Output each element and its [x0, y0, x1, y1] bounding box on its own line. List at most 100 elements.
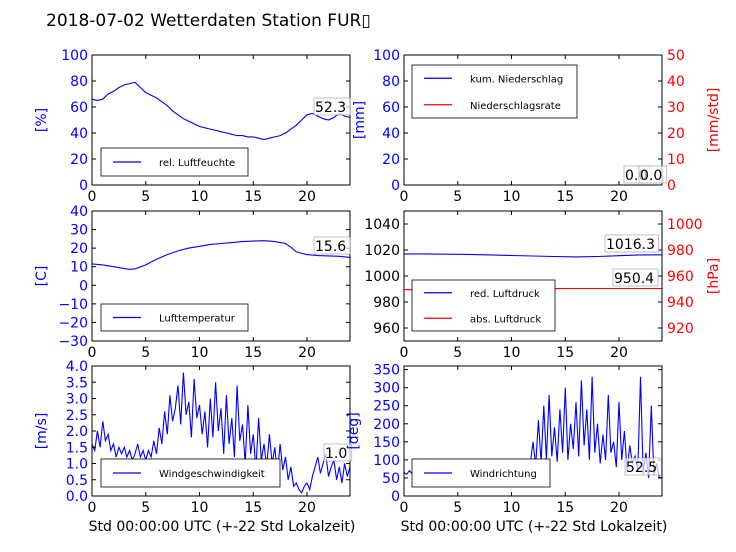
y-tick-label: 80 — [70, 74, 88, 90]
y-tick-label: 0 — [79, 278, 88, 294]
chart-panel-humidity: 0 5 10 15 20 0 20 40 60 80 100 [%] rel. Luftfeuchte 5… — [34, 48, 351, 205]
value-annotation-box — [313, 97, 351, 116]
y-right-tick-label: 920 — [667, 321, 694, 337]
x-axis-label-right: Std 00:00:00 UTC (+-22 Std Lokalzeit) — [401, 519, 668, 535]
x-tick-label: 20 — [298, 189, 316, 205]
y-tick-label: 20 — [70, 241, 88, 257]
y-tick-label: 60 — [70, 100, 88, 116]
plot-frame-precip — [403, 54, 663, 186]
x-tick-label: 20 — [298, 345, 316, 361]
y-axis-label-humidity: [%] — [34, 108, 50, 132]
x-tick-label: 0 — [400, 500, 409, 516]
y-tick-label: 2.5 — [66, 408, 88, 424]
x-tick-label: 5 — [453, 500, 462, 516]
series-line-windspeed-0 — [91, 372, 351, 494]
x-tick-label: 5 — [141, 345, 150, 361]
y-right-tick-label: 40 — [667, 74, 685, 90]
x-tick-label: 15 — [244, 189, 262, 205]
y-tick-label: −20 — [58, 315, 88, 331]
y-tick-label: 350 — [373, 363, 400, 379]
y-right-tick-label: 940 — [667, 295, 694, 311]
y-tick-label: 300 — [373, 381, 400, 397]
x-axis-label-left: Std 00:00:00 UTC (+-22 Std Lokalzeit) — [89, 519, 356, 535]
y-tick-label: 0 — [391, 178, 400, 194]
y-tick-label: 200 — [373, 417, 400, 433]
chart-panel-windspeed: 0 5 10 15 200.00.51.01.52.02.53.03.54.0[m/s]… — [34, 359, 353, 516]
value-annotation: 52.5 — [626, 460, 657, 476]
y-tick-label: 150 — [373, 435, 400, 451]
x-tick-label: 10 — [503, 500, 521, 516]
value-annotation: 1016.3 — [606, 237, 655, 253]
y-tick-label: 960 — [373, 321, 400, 337]
y-tick-label: −30 — [58, 334, 88, 350]
y-tick-label: 100 — [61, 48, 88, 64]
value-annotation: 52.3 — [315, 100, 346, 116]
chart-panel-temperature: 0 5 10 15 20 −30 −20 −10 0 10 20 30 40 [C] Lufttempera… — [34, 204, 351, 361]
y-tick-label: 60 — [382, 100, 400, 116]
y-tick-label: 50 — [382, 471, 400, 487]
y-tick-label: 0 — [391, 489, 400, 505]
y-right-axis-label-precip: [mm/std] — [706, 88, 722, 153]
y-tick-label: 1000 — [364, 269, 400, 285]
legend-label: Windgeschwindigkeit — [159, 469, 265, 480]
y-right-tick-label: 30 — [667, 100, 685, 116]
y-tick-label: 1.0 — [66, 457, 88, 473]
value-annotation: 1.0 — [325, 446, 347, 462]
chart-panel-pressure: 0 5 10 15 20 960 980 1000 1020 1040 920 940 960 980 10… — [364, 210, 722, 361]
y-tick-label: 40 — [70, 204, 88, 220]
legend-label: Lufttemperatur — [159, 314, 236, 325]
plot-frame-winddir — [403, 365, 663, 497]
x-tick-label: 20 — [610, 189, 628, 205]
y-tick-label: 30 — [70, 223, 88, 239]
y-right-tick-label: 960 — [667, 269, 694, 285]
y-axis-label-temperature: [C] — [34, 266, 50, 287]
y-tick-label: 20 — [70, 152, 88, 168]
y-tick-label: 4.0 — [66, 359, 88, 375]
y-tick-label: 40 — [382, 126, 400, 142]
y-tick-label: 3.5 — [66, 375, 88, 391]
x-tick-label: 10 — [191, 189, 209, 205]
x-tick-label: 15 — [556, 189, 574, 205]
value-annotation-box — [612, 268, 659, 287]
y-tick-label: 10 — [70, 260, 88, 276]
y-tick-label: 100 — [373, 453, 400, 469]
value-annotation-box — [313, 236, 351, 255]
y-axis-label-winddir: [deg] — [346, 412, 362, 449]
y-right-tick-label: 50 — [667, 48, 685, 64]
y-tick-label: 2.0 — [66, 424, 88, 440]
x-tick-label: 15 — [244, 345, 262, 361]
x-tick-label: 15 — [556, 345, 574, 361]
y-tick-label: 3.0 — [66, 392, 88, 408]
y-tick-label: 20 — [382, 152, 400, 168]
x-tick-label: 5 — [141, 500, 150, 516]
y-tick-label: 0.0 — [66, 489, 88, 505]
x-tick-label: 20 — [610, 345, 628, 361]
legend-label: red. Luftdruck — [470, 289, 540, 300]
legend-box-pressure — [411, 279, 556, 332]
value-annotation-box — [638, 165, 668, 184]
y-tick-label: 0.5 — [66, 473, 88, 489]
y-right-tick-label: 0 — [667, 178, 676, 194]
x-tick-label: 10 — [503, 345, 521, 361]
chart-panel-winddir: 0 5 10 15 20050100150200250300350[deg]Windri… — [346, 363, 663, 516]
x-tick-label: 0 — [88, 345, 97, 361]
y-tick-label: 1040 — [364, 217, 400, 233]
value-annotation-box — [323, 443, 353, 462]
value-annotation: 0.0 — [640, 168, 662, 184]
y-tick-label: 80 — [382, 74, 400, 90]
series-line-temperature-0 — [91, 240, 351, 270]
y-axis-label-precip: [mm] — [352, 101, 368, 139]
value-annotation-box — [604, 234, 659, 253]
y-tick-label: 100 — [373, 48, 400, 64]
legend-box-precip — [411, 64, 578, 119]
legend-label: Windrichtung — [470, 469, 537, 480]
plot-frame-temperature — [91, 210, 351, 342]
legend-label: Niederschlagsrate — [470, 101, 561, 112]
x-tick-label: 10 — [503, 189, 521, 205]
x-tick-label: 5 — [453, 345, 462, 361]
series-line-humidity-0 — [91, 81, 351, 141]
series-line-pressure-0 — [404, 253, 663, 258]
y-tick-label: −10 — [58, 297, 88, 313]
y-tick-label: 1.5 — [66, 440, 88, 456]
